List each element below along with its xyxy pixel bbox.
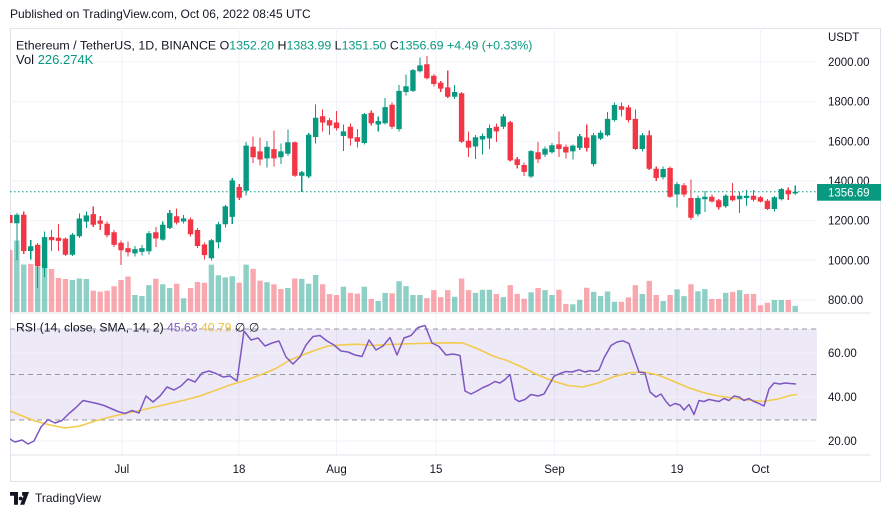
svg-text:20.00: 20.00	[828, 436, 857, 448]
svg-text:60.00: 60.00	[828, 348, 857, 360]
svg-text:RSI (14, close, SMA, 14, 2) 45: RSI (14, close, SMA, 14, 2) 45.63 40.79 …	[16, 320, 259, 334]
svg-text:40.00: 40.00	[828, 392, 857, 404]
svg-text:1356.69: 1356.69	[828, 187, 870, 199]
svg-text:Vol 226.274K: Vol 226.274K	[16, 52, 94, 67]
svg-text:1600.00: 1600.00	[828, 136, 870, 148]
svg-text:2000.00: 2000.00	[828, 57, 870, 69]
svg-text:Ethereum / TetherUS, 1D, BINAN: Ethereum / TetherUS, 1D, BINANCE O1352.2…	[16, 38, 532, 52]
svg-text:18: 18	[233, 464, 246, 476]
svg-text:1200.00: 1200.00	[828, 216, 870, 228]
svg-text:1000.00: 1000.00	[828, 255, 870, 267]
svg-text:Oct: Oct	[752, 464, 771, 476]
svg-text:USDT: USDT	[828, 32, 859, 44]
svg-text:1800.00: 1800.00	[828, 97, 870, 109]
svg-text:Sep: Sep	[544, 464, 564, 476]
svg-text:800.00: 800.00	[828, 295, 863, 307]
svg-text:15: 15	[430, 464, 443, 476]
svg-text:Jul: Jul	[114, 464, 129, 476]
svg-text:Aug: Aug	[326, 464, 346, 476]
svg-text:19: 19	[671, 464, 684, 476]
